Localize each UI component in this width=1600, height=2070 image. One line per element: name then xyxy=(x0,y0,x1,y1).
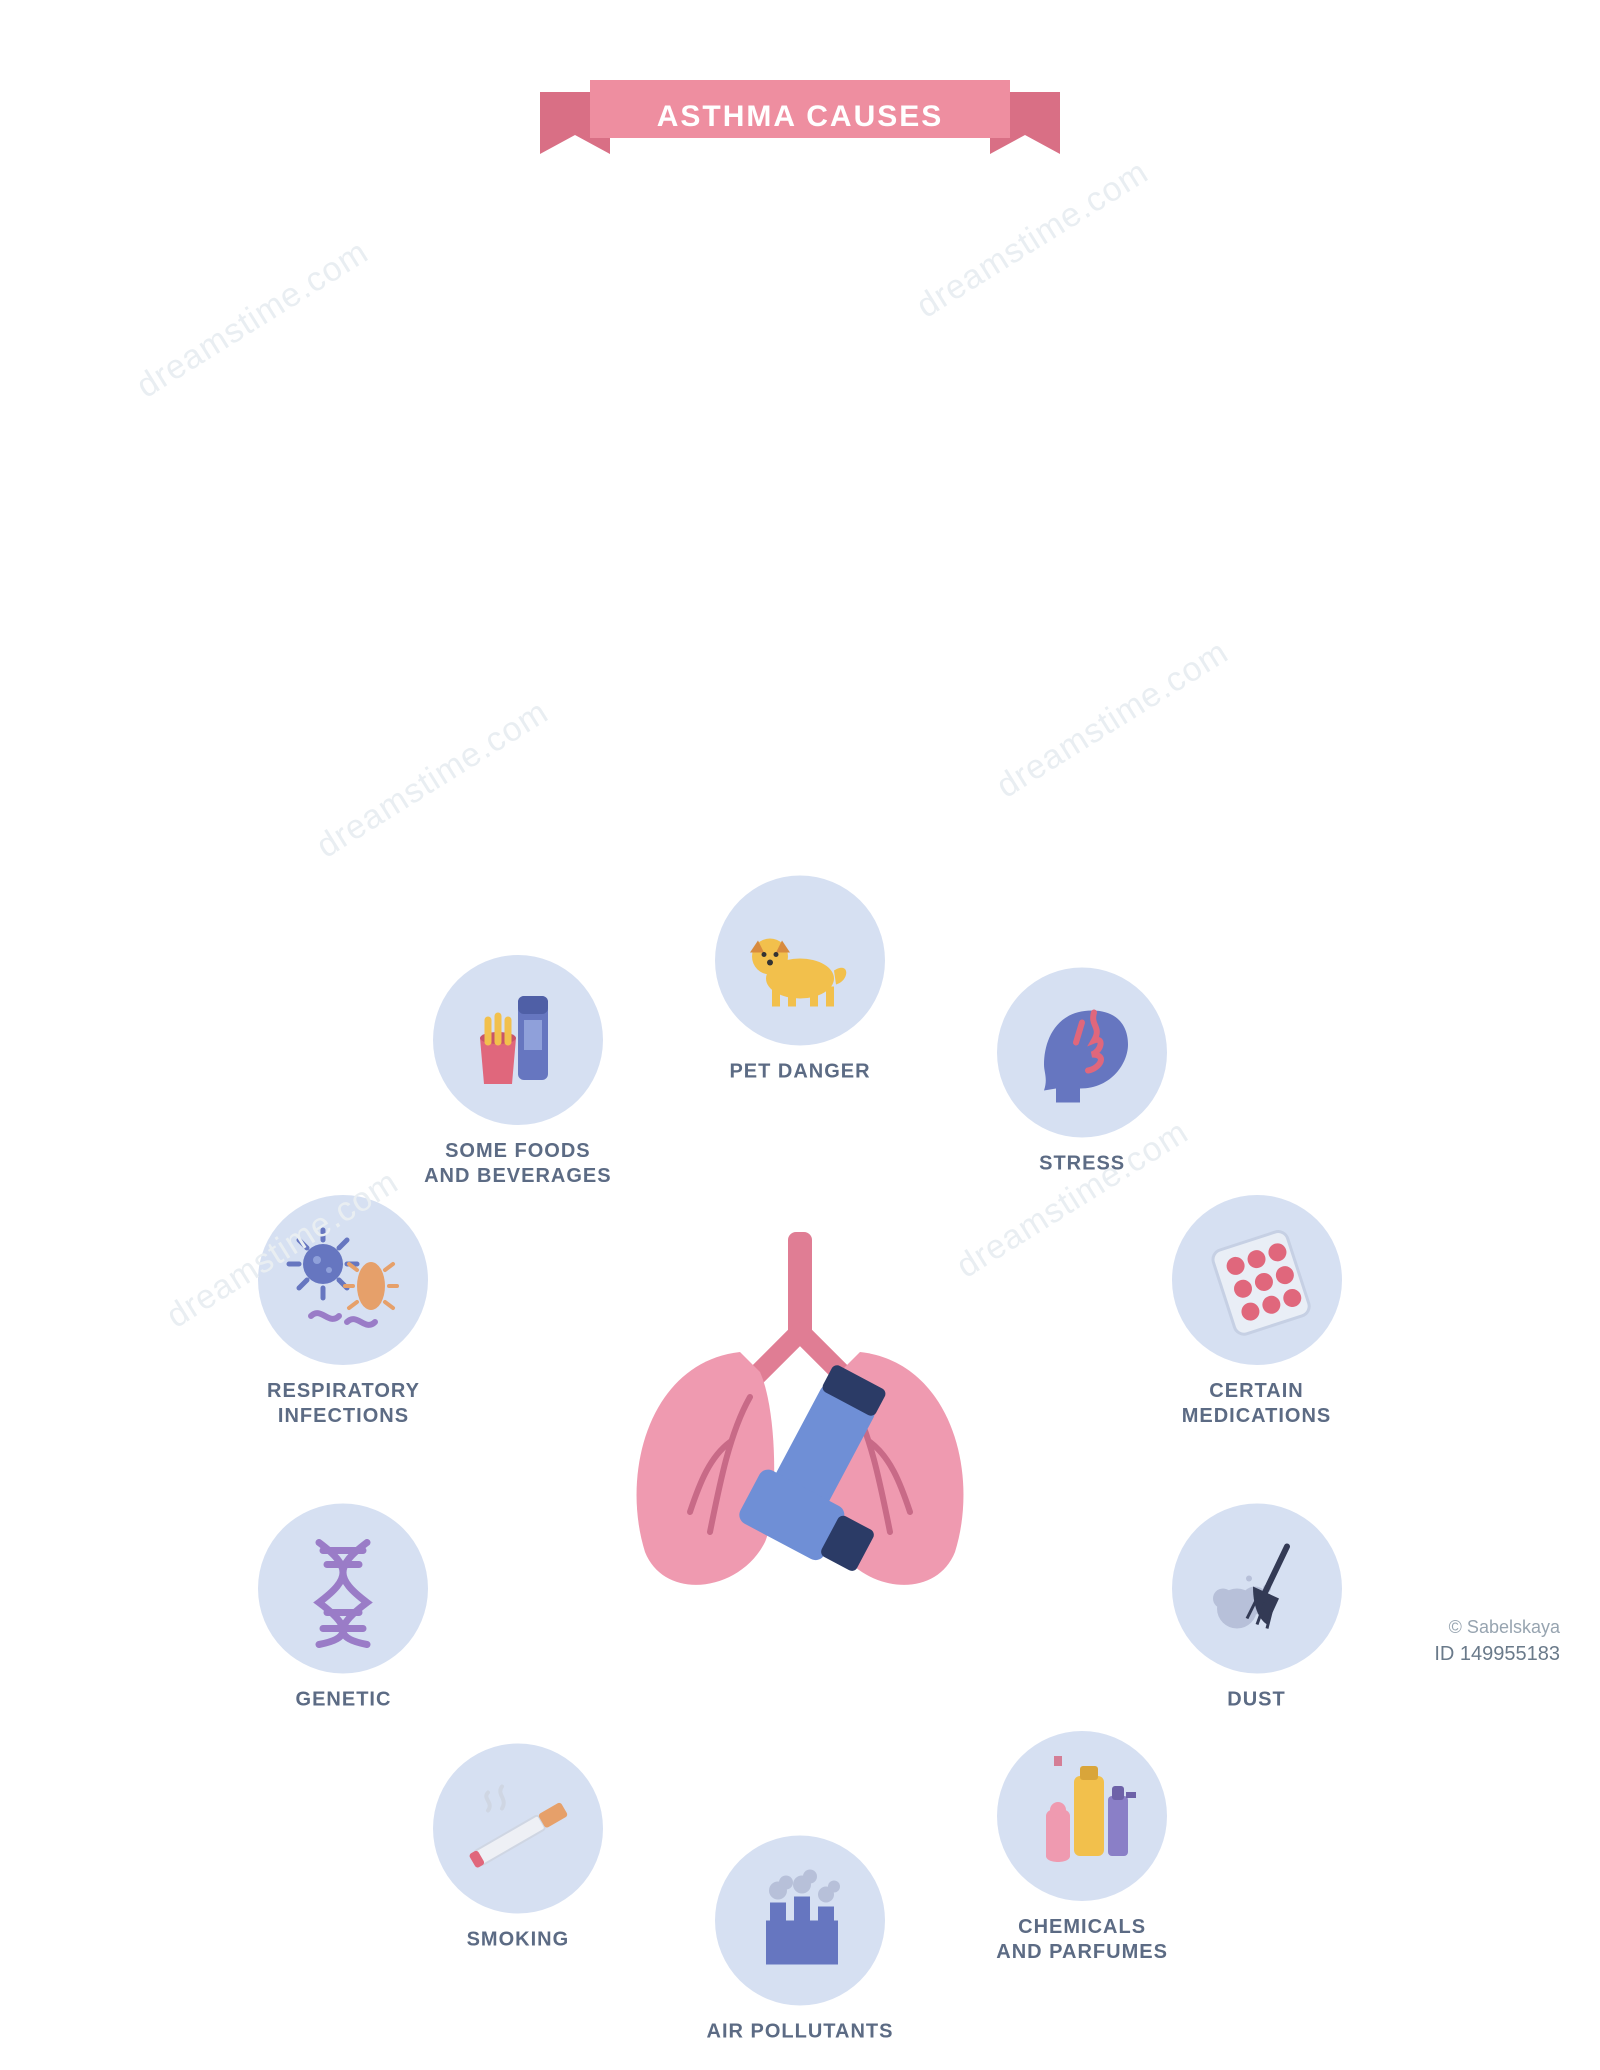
foods-label: SOME FOODS AND BEVERAGES xyxy=(408,1139,628,1189)
title-ribbon: ASTHMA CAUSES xyxy=(540,80,1060,154)
chemicals-label: CHEMICALS AND PARFUMES xyxy=(972,1915,1192,1965)
stress-icon xyxy=(997,967,1167,1137)
smoking-icon xyxy=(433,1744,603,1914)
cause-pet-danger: PET DANGER xyxy=(690,876,910,1085)
cause-foods: SOME FOODS AND BEVERAGES xyxy=(408,955,628,1189)
chemicals-icon xyxy=(997,1731,1167,1901)
title-text: ASTHMA CAUSES xyxy=(600,80,1000,154)
cause-stress: STRESS xyxy=(972,967,1192,1176)
dust-label: DUST xyxy=(1147,1688,1367,1713)
cause-genetic: GENETIC xyxy=(233,1504,453,1713)
pet-danger-label: PET DANGER xyxy=(690,1060,910,1085)
cause-air-pollutants: AIR POLLUTANTS xyxy=(690,1836,910,2045)
cause-smoking: SMOKING xyxy=(408,1744,628,1953)
respiratory-label: RESPIRATORY INFECTIONS xyxy=(233,1379,453,1429)
stock-id: ID 149955183 xyxy=(1434,1643,1560,1666)
watermark-text: dreamstime.com xyxy=(990,633,1236,807)
foods-icon xyxy=(433,955,603,1125)
pet-danger-icon xyxy=(715,876,885,1046)
watermark-text: dreamstime.com xyxy=(910,153,1156,327)
lungs-inhaler-illustration xyxy=(590,1232,1010,1612)
stock-author: © Sabelskaya xyxy=(1449,1617,1560,1638)
smoking-label: SMOKING xyxy=(408,1928,628,1953)
dust-icon xyxy=(1172,1504,1342,1674)
respiratory-icon xyxy=(258,1195,428,1365)
genetic-icon xyxy=(258,1504,428,1674)
genetic-label: GENETIC xyxy=(233,1688,453,1713)
cause-medications: CERTAIN MEDICATIONS xyxy=(1147,1195,1367,1429)
air-pollutants-icon xyxy=(715,1836,885,2006)
cause-ring: PET DANGER STRESS CERTAIN MEDICATIONS DUST C… xyxy=(190,850,1410,2070)
watermark-text: dreamstime.com xyxy=(130,233,376,407)
stress-label: STRESS xyxy=(972,1151,1192,1176)
cause-respiratory: RESPIRATORY INFECTIONS xyxy=(233,1195,453,1429)
air-pollutants-label: AIR POLLUTANTS xyxy=(690,2020,910,2045)
cause-chemicals: CHEMICALS AND PARFUMES xyxy=(972,1731,1192,1965)
medications-icon xyxy=(1172,1195,1342,1365)
medications-label: CERTAIN MEDICATIONS xyxy=(1147,1379,1367,1429)
watermark-text: dreamstime.com xyxy=(310,693,556,867)
cause-dust: DUST xyxy=(1147,1504,1367,1713)
